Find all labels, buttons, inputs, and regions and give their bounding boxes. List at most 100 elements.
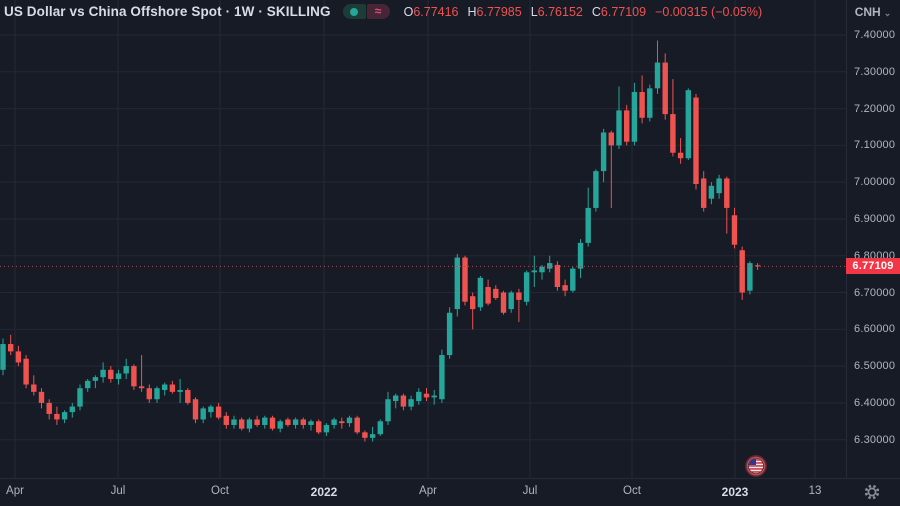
ohlc-open: O6.77416 <box>403 4 459 19</box>
candle-up <box>631 82 638 146</box>
candle-up <box>154 386 160 403</box>
candle-down <box>46 399 52 420</box>
candle-down <box>192 397 199 424</box>
candle-down <box>316 419 322 435</box>
candle-up <box>292 417 299 429</box>
candle-up <box>539 264 545 280</box>
price-tick-label: 6.40000 <box>854 396 896 409</box>
candle-down <box>639 75 645 124</box>
candle-up <box>477 275 484 311</box>
candle-up <box>685 88 691 161</box>
price-tick-label: 7.30000 <box>854 65 896 78</box>
price-axis[interactable]: 7.40000 7.30000 7.20000 7.10000 7.00000 6.900… <box>846 0 900 478</box>
candle-up <box>115 369 122 385</box>
candle-up <box>77 384 83 411</box>
grid-lines <box>0 0 846 478</box>
candle-down <box>169 380 176 394</box>
ohlc-change: −0.00315 (−0.05%) <box>655 4 763 19</box>
time-tick-label: 2023 <box>721 485 749 499</box>
ohlc-close: C6.77109 <box>591 4 647 19</box>
market-status-dot-toggle[interactable] <box>342 4 366 19</box>
candle-down <box>493 285 499 300</box>
candle-down <box>254 415 260 427</box>
status-pills: ≈ <box>342 4 390 19</box>
price-tick-label: 6.90000 <box>854 212 896 225</box>
dot-icon <box>350 7 359 16</box>
candle-down <box>146 384 152 403</box>
candle-up <box>547 255 553 273</box>
candle-down <box>423 388 430 402</box>
candle-up <box>585 187 591 247</box>
candle-up <box>308 419 314 431</box>
price-tick-label: 7.20000 <box>854 102 896 115</box>
candle-down <box>693 93 699 190</box>
candle-up <box>385 391 391 425</box>
approx-data-toggle[interactable]: ≈ <box>366 4 390 19</box>
candle-up <box>616 86 622 150</box>
candle-up <box>346 415 353 427</box>
candle-down <box>739 246 745 300</box>
candle-up <box>747 261 753 295</box>
chart-header: US Dollar vs China Offshore Spot · 1W · … <box>4 4 762 19</box>
candle-down <box>54 406 60 425</box>
us-flag-marker-icon[interactable] <box>744 454 768 478</box>
candle-down <box>754 263 761 270</box>
candle-down <box>701 171 707 212</box>
time-tick-label: Apr <box>419 485 437 497</box>
candle-down <box>624 104 630 146</box>
candle-up <box>508 290 514 313</box>
chevron-down-icon: ⌄ <box>883 7 892 18</box>
candle-up <box>61 410 68 424</box>
candle-up <box>377 419 383 437</box>
candle-up <box>123 358 129 379</box>
ohlc-high: H6.77985 <box>467 4 522 19</box>
price-tick-label: 6.30000 <box>854 433 896 446</box>
candle-down <box>462 255 468 306</box>
candle-up <box>593 169 599 212</box>
candle-down <box>15 345 22 367</box>
currency-label: CNH <box>854 5 881 19</box>
candles <box>0 40 761 442</box>
candle-down <box>731 207 738 249</box>
price-tick-label: 6.60000 <box>854 323 896 336</box>
candle-up <box>708 182 715 205</box>
candle-up <box>408 395 414 411</box>
time-tick-label: Oct <box>211 485 229 497</box>
time-axis[interactable]: Apr Jul Oct 2022 Apr Jul Oct 2023 13 <box>0 478 900 506</box>
candle-down <box>354 415 360 435</box>
candle-down <box>138 355 145 392</box>
price-tick-label: 7.00000 <box>854 176 896 189</box>
candle-down <box>339 417 345 429</box>
price-tick-label: 7.40000 <box>854 29 896 41</box>
candle-down <box>38 388 45 409</box>
candle-up <box>208 404 214 418</box>
ohlc-low: L6.76152 <box>530 4 583 19</box>
candle-down <box>239 417 245 431</box>
candle-down <box>485 279 491 306</box>
candle-down <box>285 417 291 427</box>
approx-icon: ≈ <box>374 4 382 18</box>
candle-down <box>516 288 522 322</box>
candle-up <box>431 390 437 405</box>
candle-down <box>677 138 684 164</box>
candle-down <box>269 415 276 431</box>
candle-down <box>724 176 730 234</box>
candle-up <box>92 375 99 389</box>
candle-down <box>223 412 229 429</box>
gear-icon[interactable] <box>863 483 881 501</box>
candle-up <box>393 393 399 409</box>
candle-up <box>439 349 445 403</box>
symbol-title[interactable]: US Dollar vs China Offshore Spot · 1W · … <box>4 4 331 19</box>
currency-selector[interactable]: CNH ⌄ <box>846 0 900 24</box>
candle-down <box>470 292 476 330</box>
time-tick-label: Oct <box>623 485 641 497</box>
candle-down <box>31 375 37 396</box>
candle-up <box>69 402 75 418</box>
candle-up <box>323 423 330 437</box>
candle-down <box>500 290 507 315</box>
candle-up <box>177 378 183 403</box>
time-tick-label: Jul <box>110 485 126 497</box>
candle-up <box>416 388 422 405</box>
candle-down <box>562 279 568 297</box>
